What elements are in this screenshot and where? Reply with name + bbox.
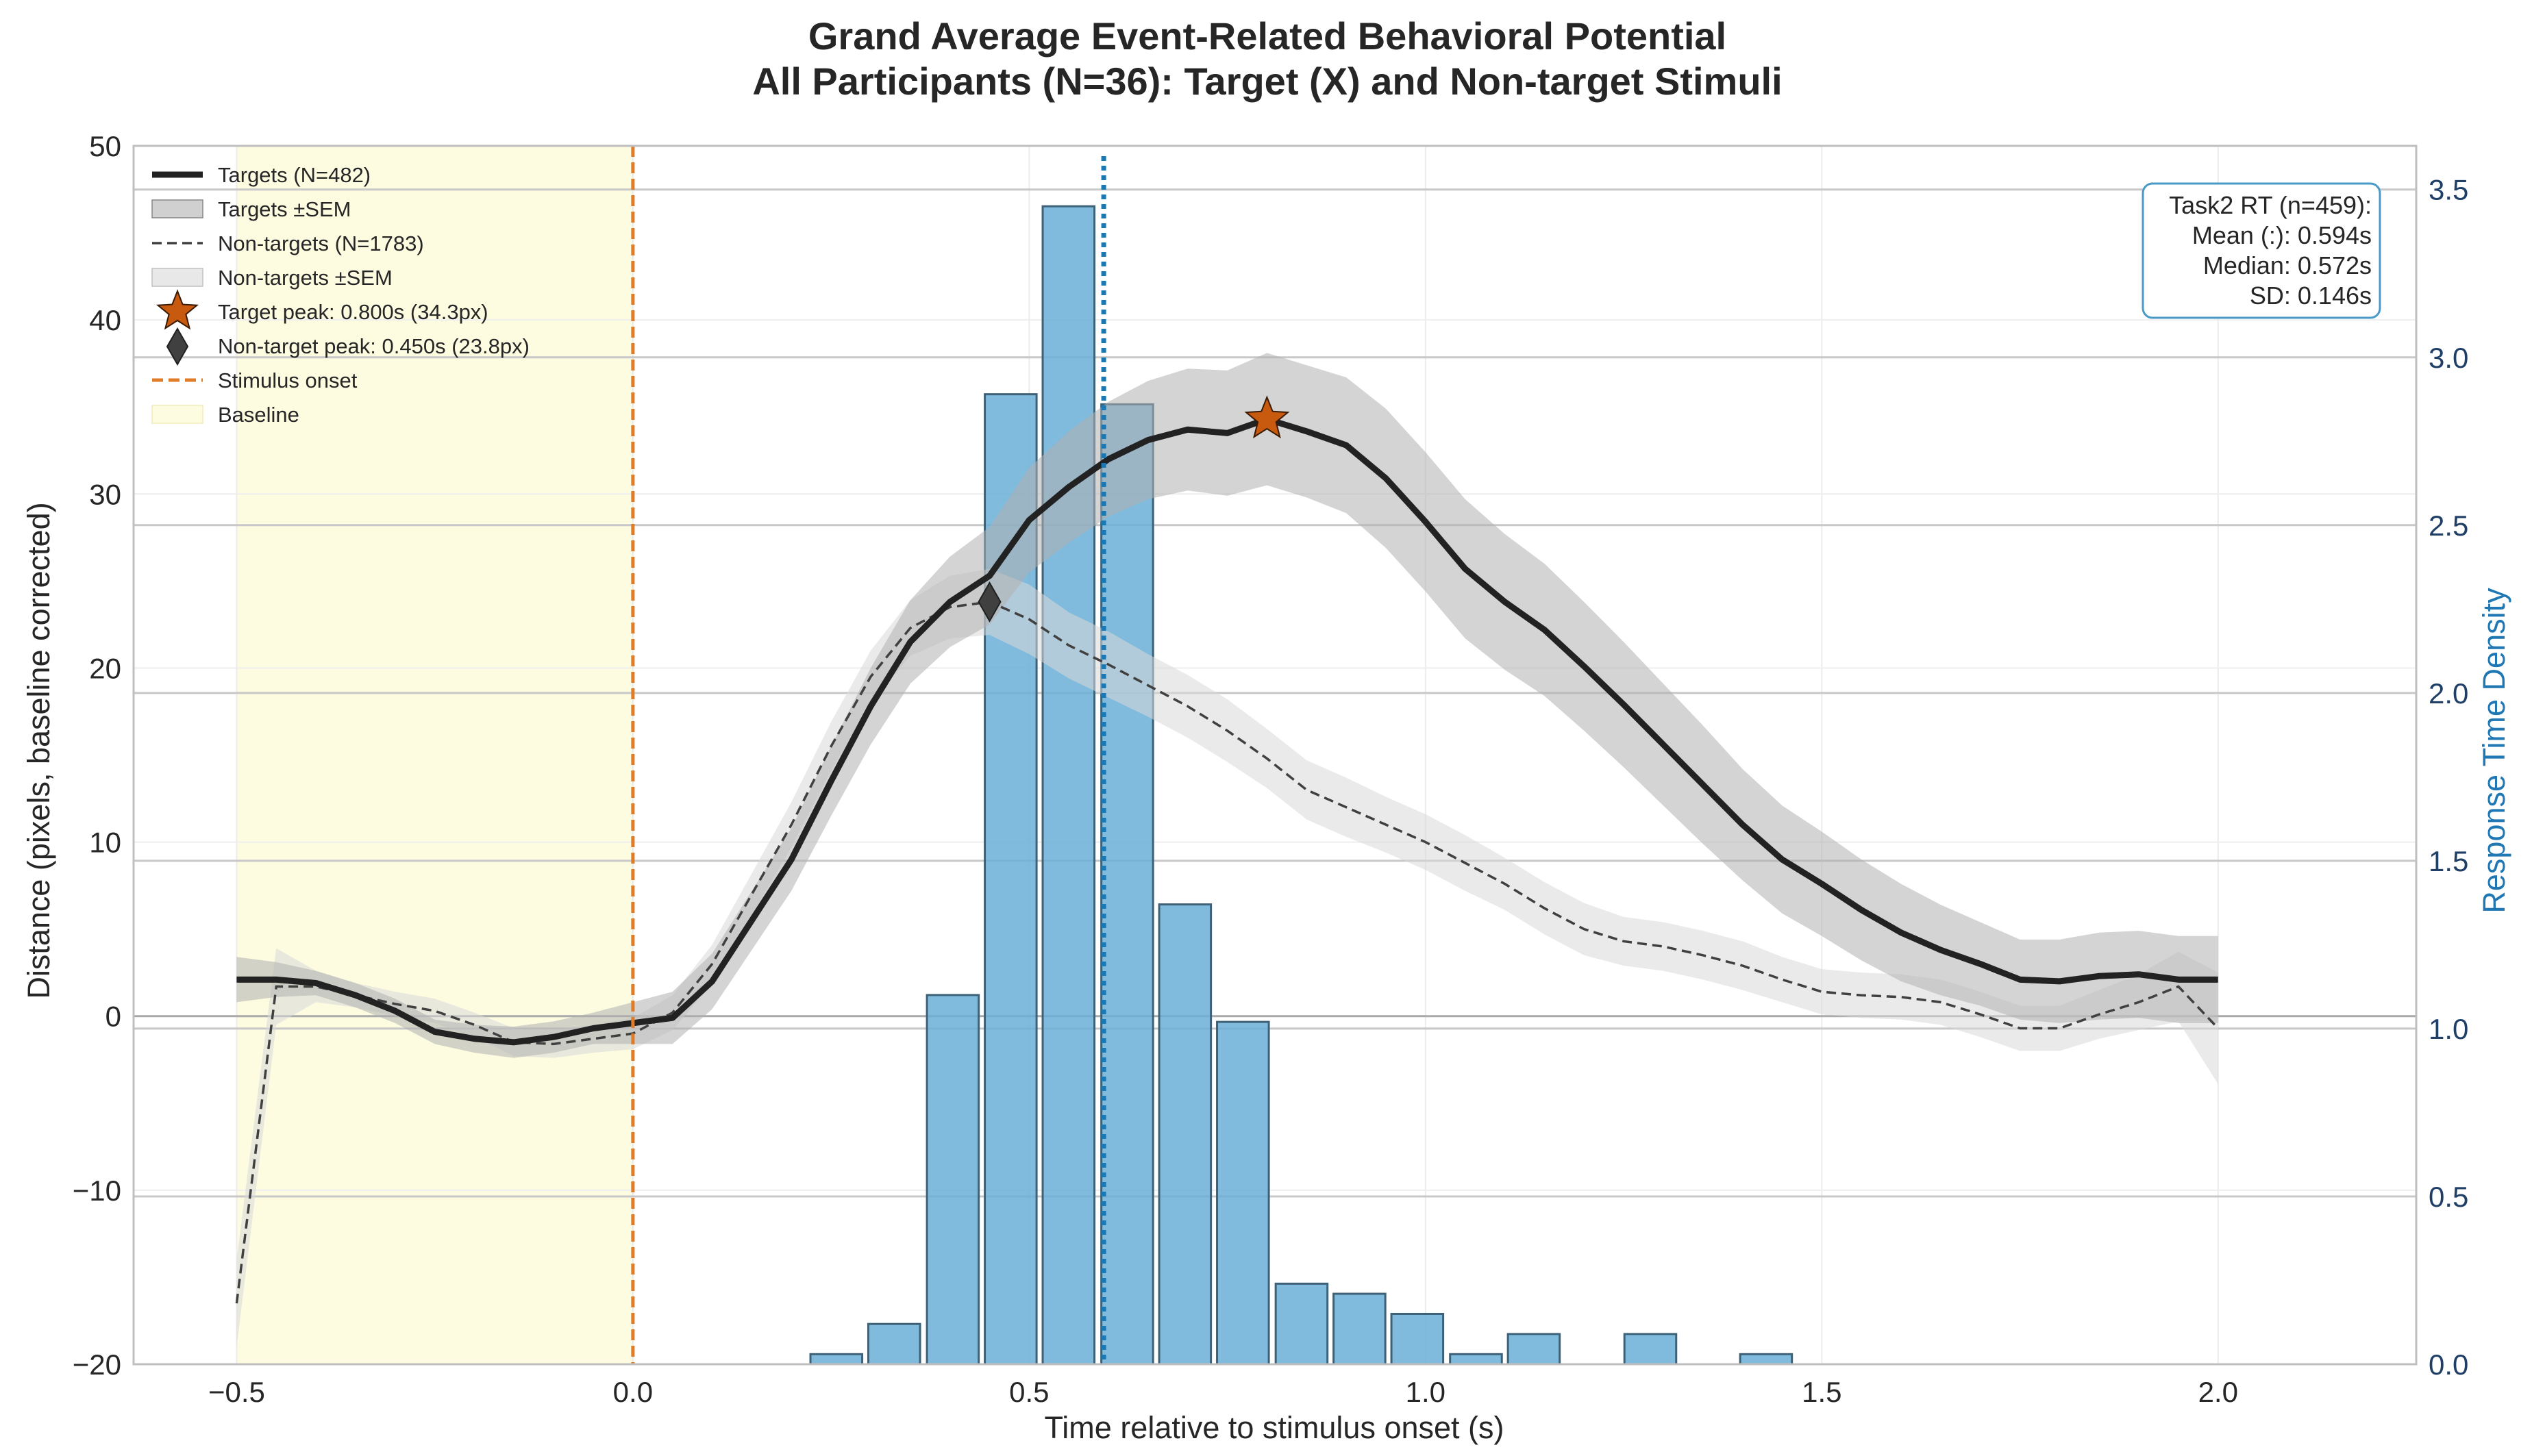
x-tick-label: 0.0	[613, 1376, 653, 1408]
peak-markers	[978, 395, 1290, 623]
x-axis-label: Time relative to stimulus onset (s)	[1044, 1410, 1504, 1445]
y2-tick-label: 1.5	[2429, 845, 2468, 877]
histogram-bar	[1158, 903, 1213, 1366]
legend: Targets (N=482) Targets ±SEM Non-targets…	[151, 163, 530, 427]
x-tick-label: 1.0	[1406, 1376, 1445, 1408]
legend-star-icon	[156, 289, 199, 330]
histogram-bar	[1274, 1282, 1329, 1366]
x-tick-label: 1.5	[1802, 1376, 1841, 1408]
sem-bands	[236, 353, 2218, 1347]
y2-tick-label: 2.5	[2429, 510, 2468, 542]
histogram-bar	[1041, 205, 1096, 1366]
histogram-bar	[1216, 1020, 1270, 1366]
y-tick-label: 20	[89, 652, 121, 684]
stats-line-title: Task2 RT (n=459):	[2169, 191, 2372, 219]
y-tick-label: −20	[73, 1348, 121, 1381]
y2-tick-label: 0.0	[2429, 1348, 2468, 1381]
nontarget-peak-diamond-icon	[978, 581, 1002, 623]
x-tick-label: −0.5	[208, 1376, 265, 1408]
histogram-bar	[926, 994, 980, 1366]
legend-label-baseline: Baseline	[218, 403, 299, 427]
y-tick-label: 40	[89, 304, 121, 336]
legend-label-nontarget-peak: Non-target peak: 0.450s (23.8px)	[218, 334, 530, 358]
histogram-bar	[1739, 1353, 1794, 1366]
histogram-bar	[1449, 1353, 1503, 1366]
legend-swatch-targets-sem	[151, 199, 203, 218]
chart-title-line1: Grand Average Event-Related Behavioral P…	[808, 14, 1726, 58]
histogram-bar	[809, 1353, 864, 1366]
x-tick-label: 2.0	[2198, 1376, 2238, 1408]
target-line	[236, 416, 2218, 1046]
legend-diamond-icon	[166, 327, 189, 366]
rt-stats-box: Task2 RT (n=459): Mean (:): 0.594s Media…	[2142, 182, 2381, 319]
histogram-bar	[1623, 1333, 1678, 1366]
histogram-bar	[1332, 1292, 1387, 1366]
legend-label-targets-sem: Targets ±SEM	[218, 197, 351, 221]
axes: −0.5 0.0 0.5 1.0 1.5 2.0 −20 −10 0 10 20 30 40 50 0.0 0…	[73, 130, 2469, 1408]
target-sem-band	[236, 353, 2218, 1058]
legend-label-target-peak: Target peak: 0.800s (34.3px)	[218, 300, 488, 324]
y2-tick-label: 2.0	[2429, 677, 2468, 710]
histogram-bar	[867, 1322, 921, 1366]
plot-background	[134, 146, 2416, 1364]
plot-frame	[132, 145, 2418, 1366]
y-tick-label: 50	[89, 130, 121, 162]
nontarget-sem-band	[236, 568, 2218, 1347]
stats-box-frame	[2142, 182, 2381, 319]
y-tick-label: 10	[89, 827, 121, 859]
x-tick-label: 0.5	[1009, 1376, 1049, 1408]
histogram-bar	[1100, 403, 1154, 1366]
histogram-bar	[1506, 1333, 1561, 1366]
histogram-bar	[1390, 1312, 1445, 1366]
legend-label-nontargets-sem: Non-targets ±SEM	[218, 266, 393, 290]
y2-tick-label: 1.0	[2429, 1013, 2468, 1045]
y-tick-label: 0	[106, 1001, 121, 1033]
legend-label-nontargets: Non-targets (N=1783)	[218, 231, 424, 255]
y2-tick-label: 0.5	[2429, 1181, 2468, 1213]
series-lines	[235, 146, 2220, 1364]
y-axis-label: Distance (pixels, baseline corrected)	[21, 502, 56, 999]
stats-line-sd: SD: 0.146s	[2250, 281, 2372, 310]
stats-line-median: Median: 0.572s	[2203, 251, 2372, 279]
legend-label-targets: Targets (N=482)	[218, 163, 371, 187]
nontarget-line	[235, 601, 2220, 1304]
y2-tick-label: 3.5	[2429, 174, 2468, 206]
legend-swatch-baseline	[151, 405, 203, 424]
baseline-region	[236, 146, 633, 1364]
y2-tick-label: 3.0	[2429, 342, 2468, 374]
y-tick-label: 30	[89, 478, 121, 510]
y-tick-label: −10	[73, 1175, 121, 1207]
chart-title-line2: All Participants (N=36): Target (X) and …	[752, 60, 1782, 103]
legend-swatch-nontargets-sem	[151, 268, 203, 287]
y2-axis-label: Response Time Density	[2477, 588, 2511, 914]
stats-line-mean: Mean (:): 0.594s	[2192, 221, 2372, 249]
legend-label-onset: Stimulus onset	[218, 368, 358, 392]
target-peak-star-icon	[1244, 395, 1290, 439]
